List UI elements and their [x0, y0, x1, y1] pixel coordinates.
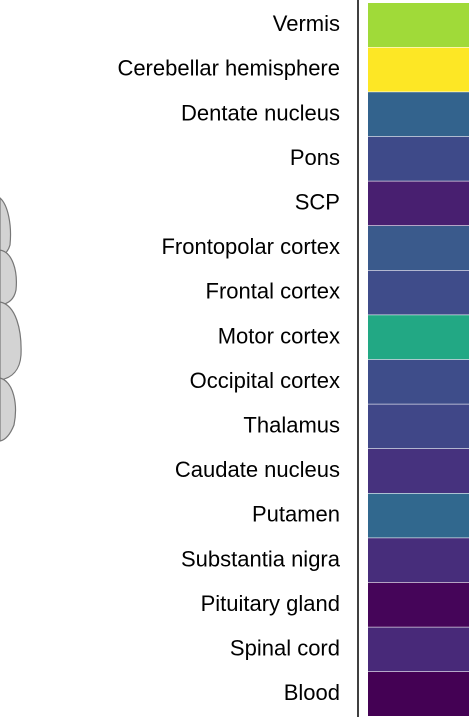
- row-label: Frontopolar cortex: [161, 234, 340, 259]
- heatmap-cell: [368, 181, 469, 226]
- row-label: Cerebellar hemisphere: [117, 56, 340, 81]
- row-label: Pons: [290, 145, 340, 170]
- heatmap-cell: [368, 315, 469, 360]
- row-label: Thalamus: [243, 413, 340, 438]
- row-label: Pituitary gland: [201, 591, 340, 616]
- row-label: Putamen: [252, 502, 340, 527]
- row-label: Occipital cortex: [190, 368, 340, 393]
- heatmap-cell: [368, 136, 469, 181]
- brain-outline: [0, 197, 22, 442]
- heatmap-cell: [368, 270, 469, 315]
- heatmap-cell: [368, 627, 469, 672]
- heatmap-cell: [368, 226, 469, 270]
- heatmap-cell: [368, 3, 469, 47]
- heatmap-cell: [368, 92, 469, 137]
- heatmap-cell: [368, 404, 469, 449]
- row-label: Substantia nigra: [181, 546, 341, 571]
- row-label: Dentate nucleus: [181, 100, 340, 125]
- heatmap-cell: [368, 672, 469, 716]
- row-label: Motor cortex: [218, 323, 340, 348]
- heatmap-cell: [368, 359, 469, 404]
- row-label: Spinal cord: [230, 636, 340, 661]
- heatmap-cell: [368, 449, 469, 493]
- row-label: SCP: [295, 190, 340, 215]
- row-label: Frontal cortex: [206, 279, 341, 304]
- heatmap-cell: [368, 582, 469, 627]
- heatmap-cell: [368, 493, 469, 538]
- row-label: Blood: [284, 680, 340, 705]
- heatmap-cell: [368, 47, 469, 92]
- heatmap-cell: [368, 538, 469, 583]
- row-label: Caudate nucleus: [175, 457, 340, 482]
- row-label: Vermis: [273, 11, 340, 36]
